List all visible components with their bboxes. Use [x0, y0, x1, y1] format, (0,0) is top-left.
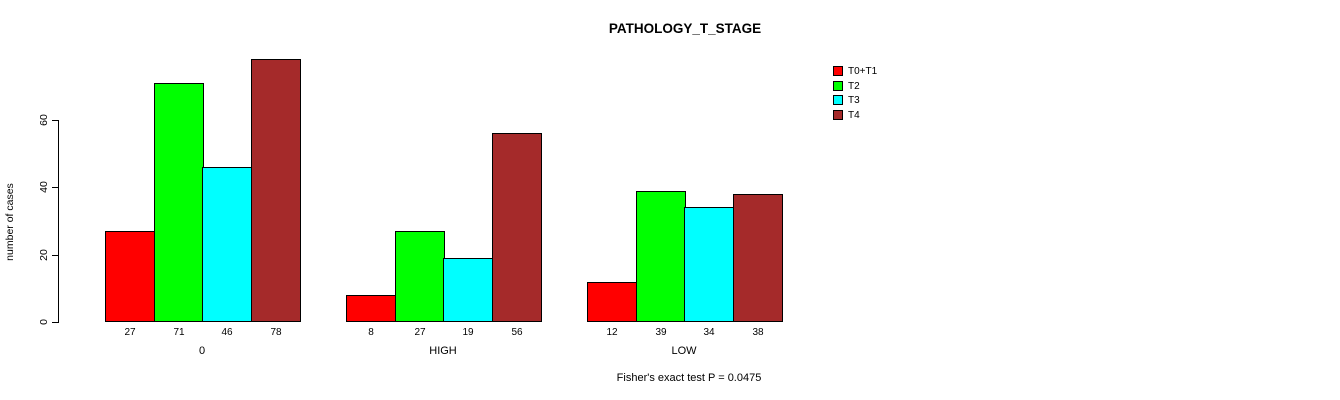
- bar-T2-HIGH: [395, 231, 445, 322]
- legend-label-T0+T1: T0+T1: [848, 66, 878, 77]
- bar-value-label: 19: [462, 327, 474, 338]
- y-tick-mark: [52, 254, 58, 256]
- legend-swatch-T4: [833, 109, 843, 120]
- bar-value-label: 12: [606, 327, 618, 338]
- bar-value-label: 8: [368, 327, 374, 338]
- bar-value-label: 78: [270, 327, 282, 338]
- bar-T0+T1-0: [105, 231, 155, 322]
- bar-T3-0: [202, 167, 252, 322]
- legend-swatch-T2: [833, 80, 843, 91]
- legend-label-T2: T2: [848, 80, 860, 92]
- y-tick-label: 20: [38, 248, 50, 261]
- bar-T3-HIGH: [443, 258, 493, 322]
- legend-swatch-T3: [833, 95, 843, 105]
- y-axis-line: [58, 119, 59, 323]
- bar-value-label: 38: [752, 327, 764, 338]
- y-tick-mark: [52, 119, 58, 121]
- bar-T3-LOW: [684, 207, 734, 322]
- x-category-label: HIGH: [429, 345, 457, 357]
- y-tick-label: 0: [38, 319, 50, 325]
- y-tick-mark: [52, 187, 58, 189]
- legend-label-T3: T3: [848, 95, 860, 106]
- bar-T2-LOW: [636, 191, 686, 322]
- y-tick-mark: [52, 322, 58, 323]
- bar-value-label: 27: [414, 327, 426, 338]
- chart-title: PATHOLOGY_T_STAGE: [608, 21, 762, 36]
- y-tick-label: 40: [38, 181, 50, 194]
- bar-T0+T1-LOW: [587, 282, 637, 322]
- bar-T4-HIGH: [492, 133, 542, 322]
- bar-value-label: 27: [124, 327, 136, 338]
- legend-label-T4: T4: [848, 109, 860, 121]
- y-axis-label: number of cases: [4, 183, 16, 261]
- legend-swatch-T0+T1: [833, 66, 843, 76]
- x-category-label: 0: [198, 345, 206, 357]
- x-category-label: LOW: [671, 345, 697, 357]
- bar-value-label: 71: [173, 327, 185, 338]
- bar-T2-0: [154, 83, 204, 322]
- stat-test-note: Fisher's exact test P = 0.0475: [616, 372, 762, 384]
- bar-value-label: 39: [655, 327, 667, 338]
- bar-T0+T1-HIGH: [346, 295, 396, 322]
- y-tick-label: 60: [38, 113, 50, 126]
- bar-value-label: 34: [703, 327, 715, 338]
- bar-value-label: 56: [511, 327, 523, 338]
- bar-T4-0: [251, 59, 301, 322]
- bar-value-label: 46: [221, 327, 233, 338]
- bar-T4-LOW: [733, 194, 783, 322]
